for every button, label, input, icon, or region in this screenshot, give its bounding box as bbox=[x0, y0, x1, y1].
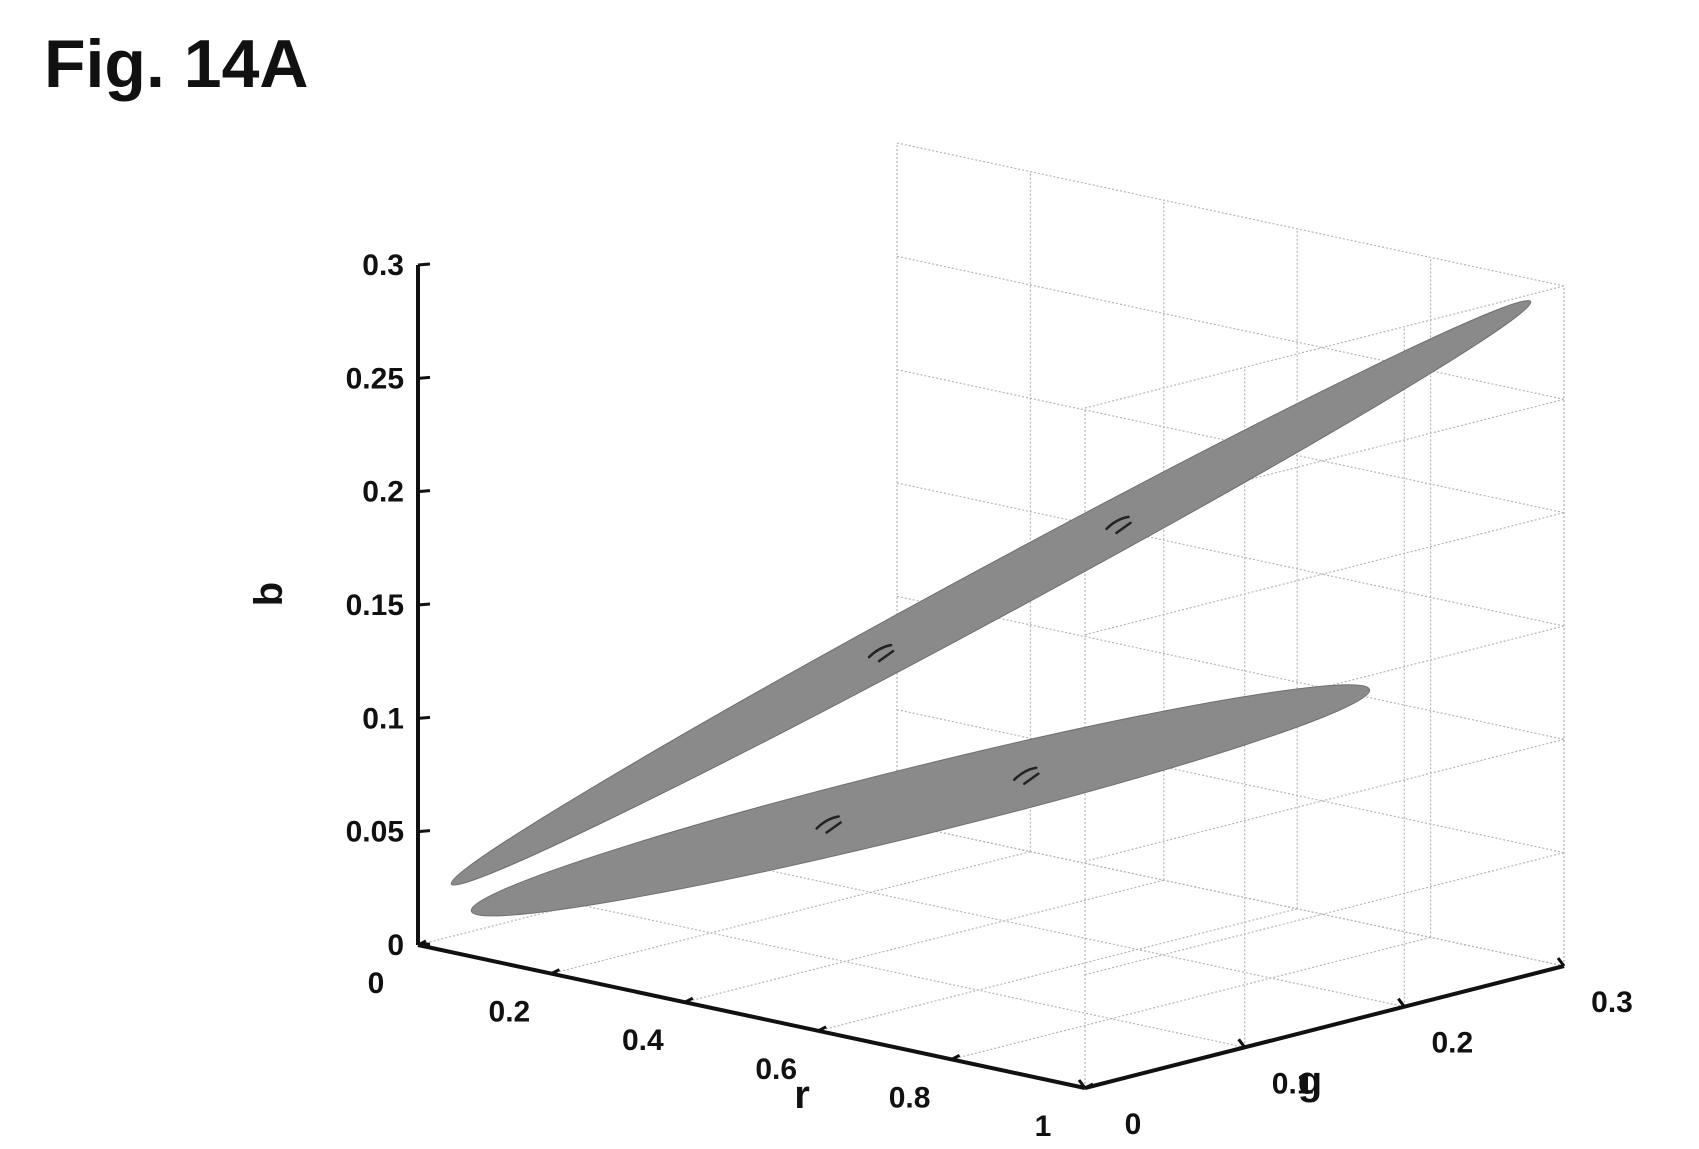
x-axis-line bbox=[417, 943, 1086, 1090]
y-axis-line bbox=[1084, 964, 1565, 1090]
ellipsoid-series-1 bbox=[450, 300, 1532, 886]
x-tick-mark bbox=[684, 996, 694, 1004]
z-tick-mark bbox=[417, 829, 431, 834]
grid-line bbox=[737, 863, 1405, 1008]
z-tick-label: 0.05 bbox=[346, 816, 404, 849]
x-tick-mark bbox=[950, 1054, 961, 1061]
y-tick-label: 0.2 bbox=[1431, 1027, 1473, 1060]
y-tick-mark bbox=[1077, 1079, 1087, 1089]
z-tick-label: 0.3 bbox=[362, 249, 404, 282]
y-tick-label: 0.1 bbox=[1272, 1067, 1314, 1100]
grid-line bbox=[896, 822, 1565, 967]
z-tick-label: 0 bbox=[387, 929, 404, 962]
z-tick-label: 0.2 bbox=[362, 476, 404, 509]
grid-line bbox=[577, 903, 1245, 1048]
ellipsoid-speck bbox=[1013, 766, 1040, 786]
data-layer bbox=[450, 300, 1532, 917]
x-tick-mark bbox=[550, 968, 561, 975]
grid-line bbox=[818, 908, 1298, 1032]
x-tick-label: 1 bbox=[1035, 1110, 1052, 1143]
ellipsoid-series-2 bbox=[470, 684, 1371, 917]
x-tick-label: 0.6 bbox=[755, 1053, 797, 1086]
x-axis-title: r bbox=[794, 1073, 810, 1117]
x-tick-mark bbox=[417, 939, 427, 947]
axis-layer bbox=[416, 262, 1566, 1090]
x-tick-mark bbox=[1084, 1082, 1094, 1090]
x-tick-label: 0 bbox=[368, 967, 385, 1000]
z-tick-mark bbox=[417, 602, 431, 607]
grid-line bbox=[896, 482, 1565, 627]
grid-line bbox=[684, 879, 1164, 1003]
y-tick-label: 0 bbox=[1125, 1108, 1142, 1141]
x-tick-mark bbox=[817, 1025, 827, 1033]
x-tick-label: 0.4 bbox=[622, 1024, 664, 1057]
ellipsoid-speck bbox=[1105, 515, 1132, 535]
grid-line bbox=[896, 595, 1565, 740]
z-tick-mark bbox=[417, 262, 431, 267]
z-tick-mark bbox=[417, 375, 431, 380]
z-tick-mark bbox=[417, 715, 431, 720]
label-layer: 0 0.05 0.1 0.15 0.2 0.25 0.3 0 0.2 0.4 0.6 0.8 1 0 0.1… bbox=[247, 249, 1633, 1143]
y-tick-mark bbox=[1556, 957, 1566, 967]
grid-line bbox=[1084, 852, 1565, 976]
ellipsoid-speck bbox=[867, 643, 895, 663]
y-tick-mark bbox=[1237, 1038, 1246, 1049]
grid-line bbox=[896, 709, 1565, 854]
grid-line bbox=[951, 936, 1431, 1060]
z-axis-title: b bbox=[247, 582, 291, 606]
x-tick-label: 0.2 bbox=[489, 996, 531, 1029]
y-axis-title: g bbox=[1298, 1059, 1322, 1103]
y-tick-label: 0.3 bbox=[1591, 986, 1633, 1019]
figure-title: Fig. 14A bbox=[44, 26, 309, 102]
x-tick-label: 0.8 bbox=[889, 1081, 931, 1114]
z-tick-label: 0.1 bbox=[362, 702, 404, 735]
z-tick-label: 0.15 bbox=[346, 589, 404, 622]
z-tick-mark bbox=[417, 489, 431, 494]
y-tick-mark bbox=[1397, 997, 1406, 1008]
z-tick-label: 0.25 bbox=[346, 362, 404, 395]
grid-line bbox=[896, 255, 1565, 400]
ellipsoid-speck bbox=[815, 815, 842, 834]
grid-line bbox=[896, 142, 1565, 287]
